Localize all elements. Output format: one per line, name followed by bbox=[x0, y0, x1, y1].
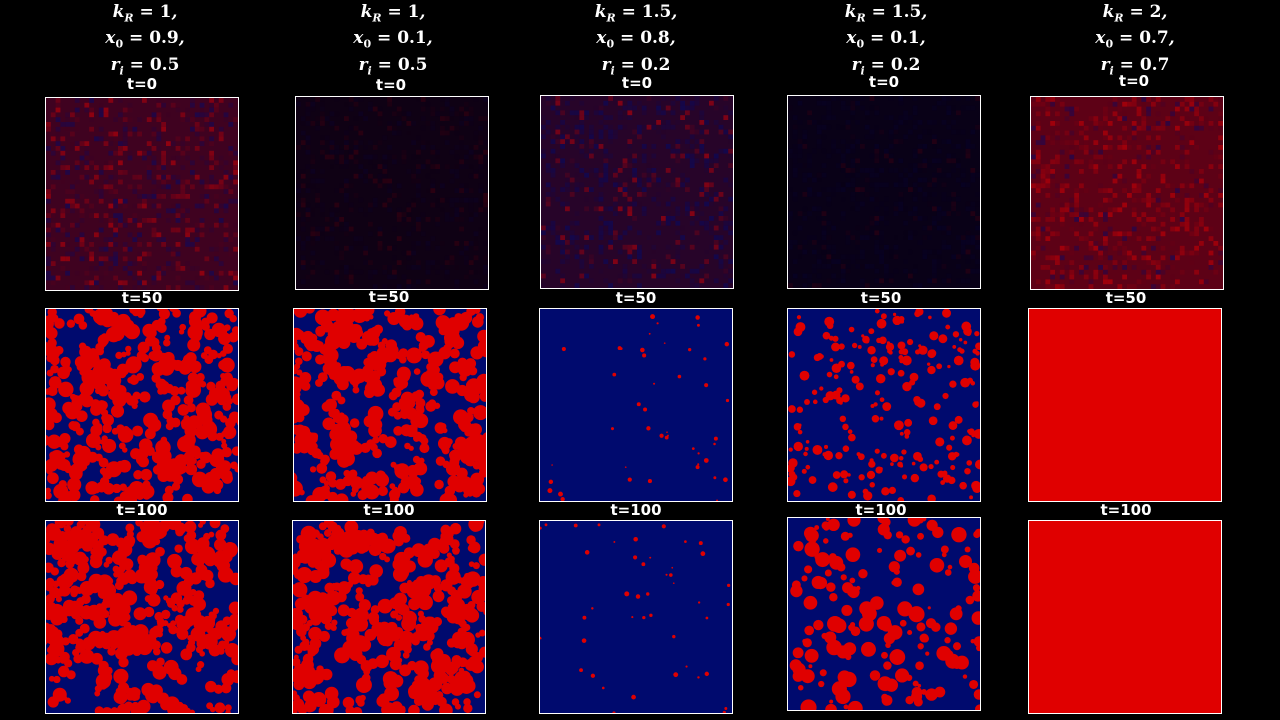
ri-param: ri = 0.7 bbox=[1100, 54, 1170, 78]
kr-param: kR = 2, bbox=[1102, 2, 1168, 25]
ri-param: ri = 0.5 bbox=[110, 54, 180, 78]
simulation-panel-c5-t0 bbox=[1030, 96, 1224, 290]
panel-canvas bbox=[788, 96, 980, 288]
kr-param: kR = 1.5, bbox=[844, 2, 928, 25]
column-header-2: kR = 1, x0 = 0.1, ri = 0.5 bbox=[293, 2, 493, 81]
time-label-t50: t=50 bbox=[368, 288, 410, 306]
simulation-panel-c1-t50 bbox=[45, 308, 239, 502]
column-header-1: kR = 1, x0 = 0.9, ri = 0.5 bbox=[45, 2, 245, 81]
kr-param: kR = 1.5, bbox=[594, 2, 678, 25]
x0-param: x0 = 0.1, bbox=[353, 28, 433, 51]
panel-canvas bbox=[788, 309, 980, 501]
x0-param: x0 = 0.7, bbox=[1095, 28, 1175, 51]
x0-param: x0 = 0.1, bbox=[846, 28, 926, 51]
panel-canvas bbox=[294, 309, 486, 501]
time-label-t100: t=100 bbox=[610, 501, 662, 519]
simulation-panel-c1-t100 bbox=[45, 520, 239, 714]
panel-canvas bbox=[540, 521, 732, 713]
x0-param: x0 = 0.9, bbox=[105, 28, 185, 51]
simulation-panel-c4-t50 bbox=[787, 308, 981, 502]
panel-canvas bbox=[541, 96, 733, 288]
panel-canvas bbox=[46, 521, 238, 713]
panel-canvas bbox=[46, 309, 238, 501]
time-label-t100: t=100 bbox=[1100, 501, 1152, 519]
panel-canvas bbox=[540, 309, 732, 501]
simulation-panel-c2-t50 bbox=[293, 308, 487, 502]
ri-param: ri = 0.2 bbox=[601, 54, 671, 78]
simulation-panel-c3-t50 bbox=[539, 308, 733, 502]
simulation-panel-c2-t100 bbox=[292, 520, 486, 714]
simulation-panel-c3-t0 bbox=[540, 95, 734, 289]
time-label-t100: t=100 bbox=[855, 501, 907, 519]
time-label-t50: t=50 bbox=[1105, 289, 1147, 307]
time-label-t0: t=0 bbox=[1118, 72, 1150, 90]
column-header-5: kR = 2, x0 = 0.7, ri = 0.7 bbox=[1035, 2, 1235, 81]
panel-canvas bbox=[293, 521, 485, 713]
kr-param: kR = 1, bbox=[112, 2, 178, 25]
simulation-panel-c4-t0 bbox=[787, 95, 981, 289]
simulation-panel-c5-t100 bbox=[1028, 520, 1222, 714]
time-label-t50: t=50 bbox=[121, 289, 163, 307]
simulation-panel-c4-t100 bbox=[787, 517, 981, 711]
x0-param: x0 = 0.8, bbox=[596, 28, 676, 51]
time-label-t0: t=0 bbox=[621, 74, 653, 92]
ri-param: ri = 0.5 bbox=[358, 54, 428, 78]
time-label-t0: t=0 bbox=[868, 73, 900, 91]
time-label-t50: t=50 bbox=[615, 289, 657, 307]
panel-canvas bbox=[788, 518, 980, 710]
ri-param: ri = 0.2 bbox=[851, 54, 921, 78]
time-label-t0: t=0 bbox=[375, 76, 407, 94]
panel-canvas bbox=[1029, 309, 1221, 501]
panel-canvas bbox=[1029, 521, 1221, 713]
time-label-t100: t=100 bbox=[116, 501, 168, 519]
time-label-t50: t=50 bbox=[860, 289, 902, 307]
simulation-panel-c1-t0 bbox=[45, 97, 239, 291]
panel-canvas bbox=[46, 98, 238, 290]
simulation-panel-c3-t100 bbox=[539, 520, 733, 714]
time-label-t0: t=0 bbox=[126, 75, 158, 93]
panel-canvas bbox=[1031, 97, 1223, 289]
column-header-3: kR = 1.5, x0 = 0.8, ri = 0.2 bbox=[536, 2, 736, 81]
simulation-panel-c2-t0 bbox=[295, 96, 489, 290]
panel-canvas bbox=[296, 97, 488, 289]
kr-param: kR = 1, bbox=[360, 2, 426, 25]
simulation-panel-c5-t50 bbox=[1028, 308, 1222, 502]
time-label-t100: t=100 bbox=[363, 501, 415, 519]
column-header-4: kR = 1.5, x0 = 0.1, ri = 0.2 bbox=[786, 2, 986, 81]
